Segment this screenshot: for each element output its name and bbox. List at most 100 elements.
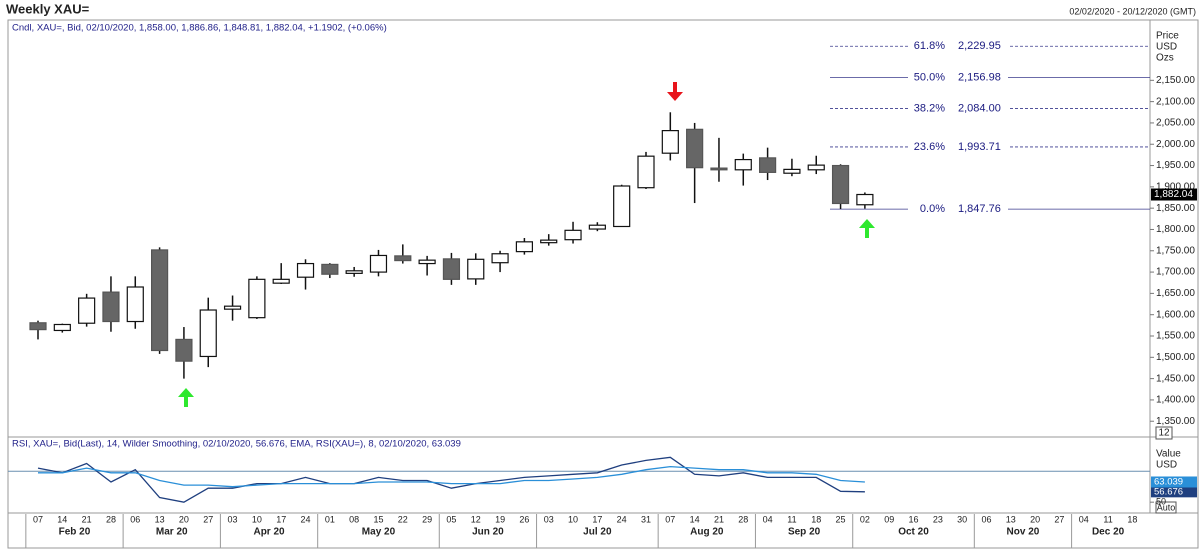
axis-label: USD bbox=[1156, 460, 1177, 471]
y-tick-label: 1,350.00 bbox=[1156, 416, 1195, 427]
x-tick-label: 10 bbox=[568, 514, 578, 524]
candle-body bbox=[126, 286, 144, 323]
x-tick-label: 17 bbox=[592, 514, 602, 524]
fib-label-bg bbox=[908, 140, 1008, 153]
x-tick-label: 01 bbox=[325, 514, 335, 524]
x-tick-label: 18 bbox=[1127, 514, 1137, 524]
x-tick-label: 20 bbox=[1030, 514, 1040, 524]
candle-body bbox=[758, 157, 777, 173]
x-tick-label: 08 bbox=[349, 514, 359, 524]
month-label: Dec 20 bbox=[1092, 527, 1125, 538]
auto-box bbox=[1155, 501, 1177, 514]
y-tick-label: 1,650.00 bbox=[1156, 288, 1195, 299]
candle-body bbox=[686, 128, 704, 169]
x-tick-label: 04 bbox=[1079, 514, 1089, 524]
axis-label: USD bbox=[1156, 42, 1177, 53]
rsi-line bbox=[38, 465, 865, 488]
candle-body bbox=[296, 262, 315, 278]
fib-label-bg bbox=[908, 71, 1008, 84]
fib-value: 2,084.00 bbox=[958, 102, 1001, 114]
sell-arrow bbox=[667, 82, 683, 101]
candle-body bbox=[588, 224, 606, 230]
x-tick-label: 21 bbox=[714, 514, 724, 524]
x-tick-label: 21 bbox=[82, 514, 92, 524]
last-value-label: 56.676 bbox=[1154, 486, 1183, 497]
candle-body bbox=[345, 270, 363, 274]
x-tick-label: 24 bbox=[301, 514, 311, 524]
candle-body bbox=[29, 322, 47, 331]
x-tick-label: 13 bbox=[1006, 514, 1016, 524]
rsi-title: RSI, XAU=, Bid(Last), 14, Wilder Smoothi… bbox=[12, 439, 461, 450]
scale-box bbox=[1155, 426, 1173, 440]
candle-body bbox=[564, 229, 582, 241]
fib-value: 1,847.76 bbox=[958, 203, 1001, 215]
rsi-line bbox=[37, 456, 865, 503]
x-tick-label: 14 bbox=[57, 514, 67, 524]
candle-body bbox=[831, 164, 850, 205]
month-label: Aug 20 bbox=[690, 527, 724, 538]
fib-label-bg bbox=[908, 40, 1008, 53]
x-tick-label: 29 bbox=[422, 514, 432, 524]
month-label: Sep 20 bbox=[788, 527, 821, 538]
y-tick-label: 1,450.00 bbox=[1156, 373, 1195, 384]
candle-body bbox=[710, 167, 728, 171]
buy-arrow bbox=[178, 388, 194, 407]
candle-body bbox=[175, 338, 193, 362]
fib-percent: 61.8% bbox=[914, 40, 945, 52]
candle-body bbox=[321, 263, 339, 275]
x-tick-label: 11 bbox=[1103, 514, 1112, 524]
candle-body bbox=[442, 258, 461, 280]
x-tick-label: 24 bbox=[617, 514, 627, 524]
fib-label-bg bbox=[908, 203, 1008, 216]
x-tick-label: 12 bbox=[471, 514, 481, 524]
y-tick-label: 1,500.00 bbox=[1156, 352, 1195, 363]
y-tick-label: 2,050.00 bbox=[1156, 118, 1195, 129]
x-tick-label: 18 bbox=[811, 514, 821, 524]
x-tick-label: 09 bbox=[884, 514, 894, 524]
last-value-label: 63.039 bbox=[1154, 477, 1183, 488]
candle-body bbox=[53, 323, 71, 332]
x-tick-label: 22 bbox=[398, 514, 408, 524]
x-tick-label: 19 bbox=[495, 514, 505, 524]
month-label: Jul 20 bbox=[583, 527, 612, 538]
x-tick-label: 27 bbox=[1054, 514, 1064, 524]
x-tick-label: 14 bbox=[690, 514, 700, 524]
y-tick-label: 1,700.00 bbox=[1156, 267, 1195, 278]
y-tick-label: 1,900.00 bbox=[1156, 181, 1195, 192]
month-label: May 20 bbox=[362, 527, 396, 538]
candle-body bbox=[199, 309, 217, 358]
fib-percent: 23.6% bbox=[914, 141, 945, 153]
fib-percent: 0.0% bbox=[920, 203, 945, 215]
month-label: Feb 20 bbox=[59, 527, 91, 538]
last-price-label: 1,882.04 bbox=[1154, 189, 1193, 200]
subtitle: Cndl, XAU=, Bid, 02/10/2020, 1,858.00, 1… bbox=[12, 23, 387, 34]
candle-body bbox=[491, 253, 509, 264]
chart-title: Weekly XAU= bbox=[6, 1, 90, 16]
x-tick-label: 17 bbox=[276, 514, 286, 524]
candle-body bbox=[807, 164, 825, 171]
x-tick-label: 25 bbox=[836, 514, 846, 524]
candle-body bbox=[637, 155, 655, 189]
axis-label: Price bbox=[1156, 31, 1179, 42]
x-tick-label: 26 bbox=[519, 514, 529, 524]
x-tick-label: 03 bbox=[228, 514, 238, 524]
x-tick-label: 23 bbox=[933, 514, 943, 524]
fib-value: 1,993.71 bbox=[958, 141, 1001, 153]
x-tick-label: 04 bbox=[763, 514, 773, 524]
last-value-box bbox=[1151, 476, 1197, 488]
x-tick-label: 28 bbox=[738, 514, 748, 524]
month-label: Nov 20 bbox=[1007, 527, 1040, 538]
fib-value: 2,229.95 bbox=[958, 40, 1001, 52]
fib-percent: 50.0% bbox=[914, 71, 945, 83]
y-tick-label: 1,800.00 bbox=[1156, 224, 1195, 235]
month-label: Jun 20 bbox=[472, 527, 504, 538]
x-tick-label: 07 bbox=[665, 514, 675, 524]
candle-body bbox=[734, 158, 752, 171]
fib-label-bg bbox=[908, 102, 1008, 115]
y-tick-label: 2,100.00 bbox=[1156, 96, 1195, 107]
auto-label: Auto bbox=[1157, 502, 1176, 512]
x-tick-label: 06 bbox=[981, 514, 991, 524]
x-tick-label: 28 bbox=[106, 514, 116, 524]
